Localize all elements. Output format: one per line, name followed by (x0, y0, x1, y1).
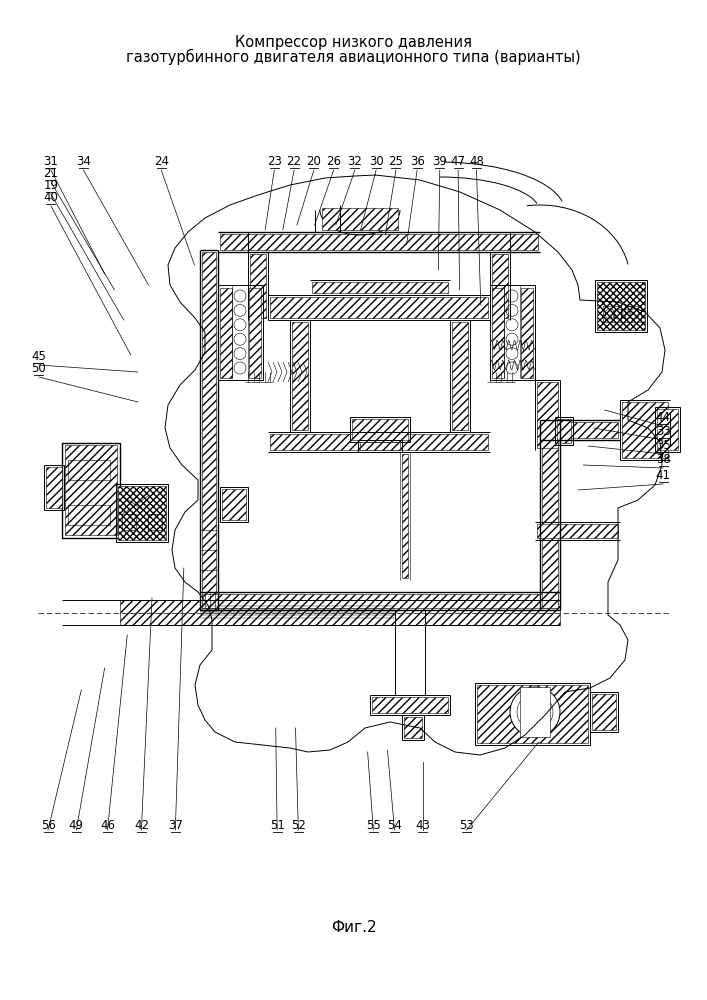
Bar (492, 288, 504, 378)
Text: 25: 25 (388, 155, 404, 168)
Circle shape (517, 694, 553, 730)
Text: 56: 56 (40, 819, 56, 832)
Bar (490, 285, 535, 380)
Bar (249, 288, 261, 378)
Text: 48: 48 (469, 155, 484, 168)
Bar (655, 407, 680, 452)
Bar (590, 692, 618, 732)
Bar (220, 234, 538, 250)
Text: 37: 37 (168, 819, 183, 832)
Text: 19: 19 (43, 179, 59, 192)
Text: 32: 32 (347, 155, 363, 168)
Text: Фиг.2: Фиг.2 (331, 920, 376, 934)
Bar (220, 487, 248, 522)
Text: 47: 47 (450, 155, 466, 168)
Bar (292, 322, 308, 430)
Bar (352, 419, 408, 440)
Text: Компрессор низкого давления: Компрессор низкого давления (235, 34, 472, 49)
Text: 38: 38 (656, 453, 670, 466)
Bar (68, 460, 110, 480)
Bar (597, 282, 645, 330)
Bar (322, 208, 398, 230)
Text: 24: 24 (153, 155, 169, 168)
Bar (270, 434, 488, 450)
Text: 23: 23 (267, 155, 282, 168)
Bar (68, 505, 110, 525)
Bar (222, 489, 246, 520)
Bar (622, 402, 668, 458)
Bar (542, 422, 558, 608)
Bar (202, 252, 216, 608)
Text: 52: 52 (291, 819, 306, 832)
Bar (372, 697, 448, 713)
Bar (116, 484, 168, 542)
Bar (148, 514, 162, 530)
Bar (603, 306, 621, 322)
Bar (44, 465, 64, 510)
Bar (46, 467, 62, 508)
Text: 21: 21 (43, 167, 59, 180)
Text: 33: 33 (656, 425, 670, 438)
Text: газотурбинного двигателя авиационного типа (варианты): газотурбинного двигателя авиационного ти… (126, 49, 581, 65)
Bar (202, 594, 558, 608)
Bar (120, 600, 560, 625)
Bar (542, 422, 618, 438)
Text: 39: 39 (432, 155, 448, 168)
Text: 36: 36 (409, 155, 425, 168)
Text: 41: 41 (655, 469, 671, 482)
Bar (350, 417, 410, 442)
Bar (402, 715, 424, 740)
Text: 51: 51 (269, 819, 285, 832)
Bar (557, 419, 571, 443)
Text: 50: 50 (32, 362, 46, 375)
Bar (625, 306, 641, 322)
Bar (250, 254, 266, 318)
Text: 34: 34 (76, 155, 91, 168)
Text: 53: 53 (460, 819, 474, 832)
Bar (218, 285, 263, 380)
Text: 20: 20 (306, 155, 322, 168)
Text: 44: 44 (655, 411, 671, 424)
Bar (62, 443, 120, 538)
Bar (118, 486, 166, 540)
Bar (122, 514, 136, 530)
Bar (360, 442, 400, 450)
Bar (555, 417, 573, 445)
Bar (537, 524, 618, 538)
Bar (520, 687, 550, 737)
Bar (65, 445, 117, 535)
Text: 42: 42 (134, 819, 149, 832)
Text: 49: 49 (69, 819, 84, 832)
Bar (592, 694, 616, 730)
Text: 30: 30 (369, 155, 383, 168)
Text: 54: 54 (387, 819, 402, 832)
Text: 45: 45 (31, 350, 47, 363)
Bar (270, 297, 488, 318)
Bar (595, 280, 647, 332)
Circle shape (510, 687, 560, 737)
Text: 43: 43 (415, 819, 431, 832)
Text: 40: 40 (43, 191, 59, 204)
Bar (537, 382, 558, 448)
Bar (475, 683, 590, 745)
Bar (521, 288, 533, 378)
Text: 35: 35 (656, 439, 670, 452)
Bar (220, 288, 232, 378)
Text: 46: 46 (100, 819, 115, 832)
Bar (402, 454, 408, 578)
Text: 26: 26 (326, 155, 341, 168)
Bar (404, 717, 422, 738)
Bar (492, 254, 508, 318)
Text: 55: 55 (366, 819, 380, 832)
Bar (452, 322, 468, 430)
Bar (358, 440, 402, 452)
Text: 31: 31 (43, 155, 59, 168)
Bar (312, 282, 448, 293)
Bar (657, 409, 678, 450)
Bar (477, 685, 588, 743)
Text: 22: 22 (286, 155, 302, 168)
